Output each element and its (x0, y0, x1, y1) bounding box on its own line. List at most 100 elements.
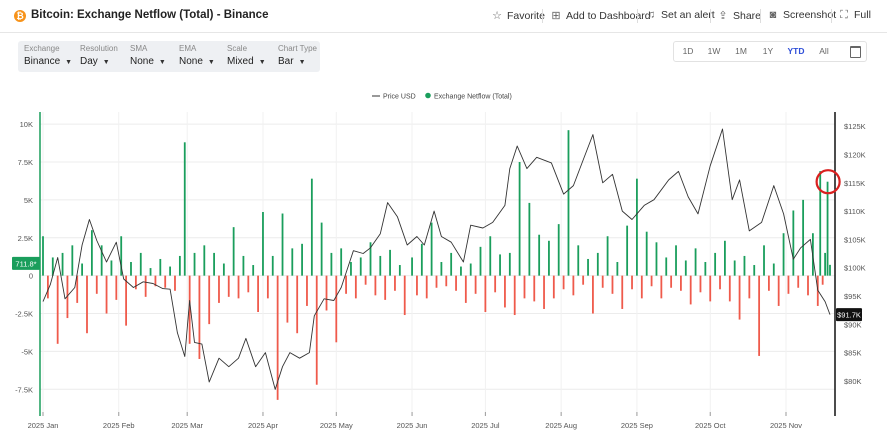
netflow-bar (310, 178, 313, 276)
chart-controls: Exchange Binance ▼ Resolution Day ▼ SMA No… (18, 41, 320, 72)
sma-select[interactable]: SMA None ▼ (130, 44, 166, 67)
netflow-bar (169, 266, 171, 276)
range-1y[interactable]: 1Y (762, 46, 774, 56)
netflow-bar (430, 222, 433, 276)
netflow-bar (286, 275, 289, 323)
netflow-bar (213, 252, 215, 276)
y-tick-label-right: $85K (844, 349, 862, 358)
netflow-bar (81, 263, 84, 276)
netflow-bar (71, 245, 74, 276)
scale-label: Scale (227, 44, 248, 53)
exchange-select[interactable]: Exchange Binance ▼ (24, 44, 72, 67)
range-1m[interactable]: 1M (735, 46, 747, 56)
full-label: Full (854, 9, 871, 21)
price-line (42, 128, 831, 390)
netflow-bar (777, 275, 780, 306)
netflow-bar (315, 275, 318, 385)
scale-select[interactable]: Scale Mixed ▼ (227, 44, 266, 67)
netflow-bar (821, 275, 824, 285)
netflow-bar (345, 275, 347, 294)
netflow-bar (154, 275, 157, 287)
favorite-button[interactable]: ☆ Favorite (491, 9, 545, 22)
camera-icon: ◙ (769, 9, 777, 21)
favorite-label: Favorite (507, 10, 545, 22)
netflow-bar (266, 275, 269, 299)
netflow-bar (724, 240, 726, 276)
range-1w[interactable]: 1W (707, 46, 721, 56)
netflow-bar (100, 245, 103, 276)
netflow-bar (797, 275, 800, 288)
netflow-bar (76, 275, 79, 303)
calendar-icon[interactable] (850, 46, 861, 58)
range-selector: 1D 1W 1M 1Y YTD All (673, 41, 867, 62)
current-price-tag (836, 308, 862, 322)
set-alert-label: Set an alert (661, 9, 715, 21)
add-to-dashboard-button[interactable]: ⊞ Add to Dashboard (550, 9, 651, 22)
bell-icon: ♫ (646, 9, 656, 21)
netflow-bar (636, 178, 638, 276)
netflow-bar (95, 275, 98, 294)
netflow-bar (738, 275, 741, 320)
y-tick-label-left: -7.5K (15, 385, 33, 394)
netflow-bar (350, 262, 352, 276)
page-title: Bitcoin: Exchange Netflow (Total) - Bina… (31, 9, 269, 21)
netflow-bar (435, 275, 438, 288)
netflow-bar (489, 236, 492, 276)
netflow-bar (66, 275, 69, 319)
x-tick-label: 2025 Nov (770, 421, 802, 430)
netflow-bar (819, 171, 822, 276)
y-tick-label-right: $105K (844, 235, 866, 244)
netflow-bar (291, 248, 294, 276)
full-button[interactable]: ⛶ Full (838, 9, 871, 22)
set-alert-button[interactable]: ♫ Set an alert (645, 9, 715, 21)
range-all[interactable]: All (819, 46, 829, 56)
netflow-bar (611, 275, 614, 294)
netflow-bar (807, 275, 809, 296)
caret-down-icon: ▼ (158, 59, 166, 66)
ema-label: EMA (179, 44, 197, 53)
range-ytd[interactable]: YTD (787, 46, 805, 56)
netflow-bar (403, 275, 406, 316)
netflow-bar (787, 275, 790, 294)
x-tick-label: 2025 Mar (171, 421, 203, 430)
netflow-bar (601, 275, 604, 288)
netflow-bar (218, 275, 220, 303)
netflow-bar (792, 210, 795, 276)
netflow-bar (660, 275, 663, 299)
netflow-bar (533, 275, 536, 302)
netflow-bar (582, 275, 585, 285)
resolution-select[interactable]: Resolution Day ▼ (80, 44, 118, 67)
range-1d[interactable]: 1D (682, 46, 694, 56)
screenshot-button[interactable]: ◙ Screenshot (767, 9, 836, 21)
netflow-bar (306, 275, 308, 306)
chart-type-label: Chart Type (278, 44, 317, 53)
chart-type-select[interactable]: Chart Type Bar ▼ (278, 44, 317, 67)
ema-select[interactable]: EMA None ▼ (179, 44, 215, 67)
netflow-bar (592, 275, 594, 314)
netflow-bar (188, 275, 191, 344)
netflow-bar (144, 275, 147, 297)
toolbar-divider (831, 9, 832, 23)
netflow-bar (743, 255, 746, 276)
y-tick-label-left: -5K (21, 347, 33, 356)
legend-price-label: Price USD (383, 94, 416, 101)
share-button[interactable]: ⇪ Share (717, 9, 761, 22)
netflow-bar (416, 275, 418, 296)
caret-down-icon: ▼ (65, 59, 73, 66)
y-tick-label-right: $95K (844, 292, 862, 301)
caret-down-icon: ▼ (298, 59, 306, 66)
netflow-bar (538, 234, 541, 276)
x-tick-label: 2025 May (320, 421, 353, 430)
star-icon: ☆ (492, 10, 502, 22)
netflow-bar (281, 213, 284, 276)
netflow-bar (139, 252, 142, 276)
add-to-dashboard-label: Add to Dashboard (566, 10, 651, 22)
netflow-bar (733, 260, 736, 276)
netflow-bar (543, 275, 545, 309)
ema-value: None (179, 56, 203, 67)
current-netflow-label: 711.8* (15, 259, 36, 268)
netflow-bar (276, 275, 279, 400)
x-tick-label: 2025 Sep (621, 421, 653, 430)
netflow-bar (675, 245, 677, 276)
netflow-bar (86, 275, 88, 334)
